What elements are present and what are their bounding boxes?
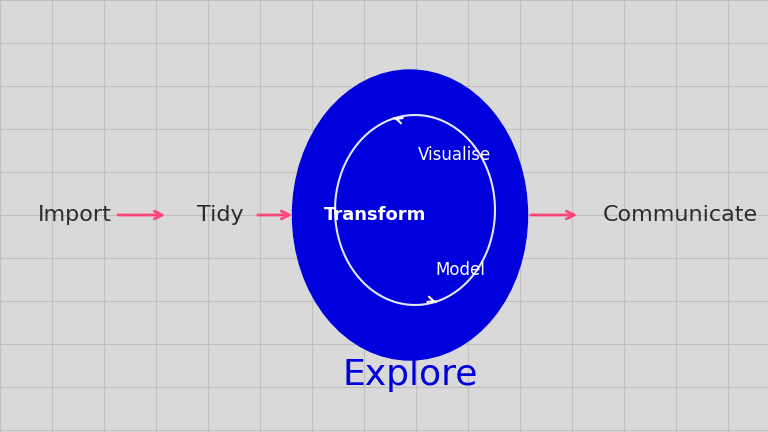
- Text: Model: Model: [435, 261, 485, 279]
- Text: Transform: Transform: [324, 206, 426, 224]
- Text: Communicate: Communicate: [602, 205, 757, 225]
- Text: Tidy: Tidy: [197, 205, 243, 225]
- Text: Explore: Explore: [343, 358, 478, 392]
- Text: Visualise: Visualise: [419, 146, 492, 164]
- Ellipse shape: [293, 70, 528, 360]
- Text: Import: Import: [38, 205, 112, 225]
